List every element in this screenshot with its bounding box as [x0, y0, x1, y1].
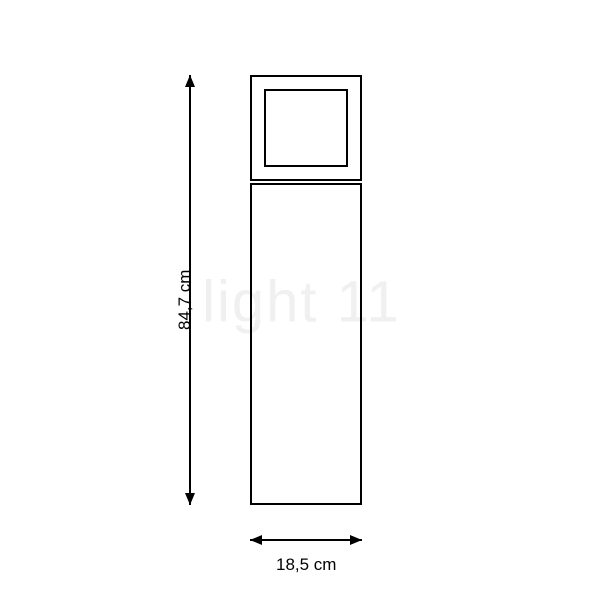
- lamp-head-inner: [264, 89, 348, 167]
- drawing-canvas: light 11 84,7 cm 18,5 cm: [0, 0, 603, 603]
- height-label: 84,7 cm: [175, 270, 195, 330]
- lamp-body: [250, 183, 362, 505]
- width-dimension: [250, 535, 362, 545]
- width-label: 18,5 cm: [276, 555, 336, 575]
- product-outline: [250, 75, 362, 505]
